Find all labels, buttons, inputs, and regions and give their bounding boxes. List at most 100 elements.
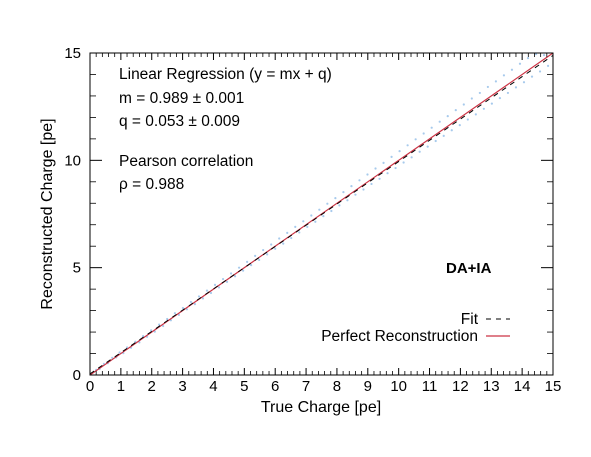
legend: Fit Perfect Reconstruction [321,311,510,345]
x-tick-label: 15 [545,378,562,395]
scatter-point [390,155,393,158]
annotation-pearson-title: Pearson correlation [119,153,253,170]
fit-line [89,54,554,375]
scatter-point [258,258,261,262]
x-tick-label: 5 [240,378,248,395]
scatter-point [482,107,485,110]
scatter-point [286,231,289,234]
scatter-point [394,166,397,170]
scatter-point [278,237,281,240]
scatter-point [406,144,409,147]
scatter-point [542,54,546,57]
legend-label-fit: Fit [461,311,479,328]
scatter-point [446,115,449,118]
x-tick-label: 10 [390,378,407,395]
scatter-point [402,161,405,164]
scatter-point [150,329,153,332]
scatter-point [458,124,461,127]
scatter-point [153,330,156,333]
scatter-point [378,177,381,180]
x-tick-label: 7 [302,378,310,395]
y-tick-label: 0 [73,367,81,384]
scatter-point [326,202,329,205]
scatter-point [213,283,217,286]
scatter-point [298,231,301,234]
scatter-point [502,74,506,77]
scatter-point [362,188,365,191]
scatter-point [209,291,213,295]
scatter-point [294,225,297,228]
scatter-point [193,303,197,306]
scatter-point [494,80,497,83]
y-tick-label: 15 [64,45,81,62]
scatter-point [141,335,145,338]
scatter-point [518,62,522,65]
x-tick-label: 4 [209,378,217,395]
x-axis-title: True Charge [pe] [261,399,381,416]
scatter-point [350,184,353,188]
scatter-point [386,172,389,175]
scatter-point [338,204,341,207]
scatter-point [118,351,121,354]
scatter-point [306,225,309,228]
scatter-point [438,120,441,123]
scatter-point [181,306,185,310]
scatter-point [233,275,237,278]
scatter-point [162,324,165,328]
scatter-point [370,182,373,186]
scatter-point [434,139,437,143]
x-tick-label: 8 [333,378,341,395]
scatter-points [95,52,550,371]
scatter-point [334,197,337,200]
scatter-point [266,253,269,256]
scatter-point [189,300,193,304]
scatter-point [474,113,477,116]
scatter-point [466,118,469,121]
scatter-point [418,150,421,153]
scatter-point [197,295,201,298]
scatter-point [450,129,453,132]
scatter-point [166,317,169,321]
scatter-point [486,85,489,89]
scatter-point [177,313,180,316]
scatter-point [342,191,345,194]
scatter-point [221,277,225,281]
scatter-point [318,208,321,211]
scatter-point [534,52,538,56]
scatter-point [290,236,293,240]
scatter-point [158,323,161,326]
scatter-point [217,286,221,289]
scatter-point [262,248,265,252]
scatter-point [225,280,229,283]
scatter-point [242,269,245,272]
scatter-point [250,263,253,267]
scatter-point [134,340,137,343]
scatter-point [374,167,377,170]
scatter-point [410,156,413,159]
annotation-slope: m = 0.989 ± 0.001 [119,90,244,107]
scatter-point [201,297,205,300]
scatter-point [270,243,273,246]
annotation-intercept: q = 0.053 ± 0.009 [119,113,240,130]
scatter-point [490,102,493,105]
scatter-point [125,346,129,349]
method-tag: DA+IA [446,260,492,277]
y-tick-label: 5 [73,260,81,277]
scatter-point [185,308,189,311]
scatter-point [430,126,433,129]
scatter-point [422,132,425,135]
scatter-point [546,64,550,67]
scatter-point [530,75,534,78]
x-tick-label: 12 [452,378,469,395]
scatter-point [382,161,385,165]
scatter-point [205,289,209,292]
y-axis-title: Reconstructed Charge [pe] [39,118,56,309]
scatter-point [522,81,526,84]
scatter-point [346,199,349,202]
scatter-point [414,138,417,141]
legend-label-perfect: Perfect Reconstruction [321,328,478,345]
x-tick-label: 6 [271,378,279,395]
scatter-point [274,247,277,250]
